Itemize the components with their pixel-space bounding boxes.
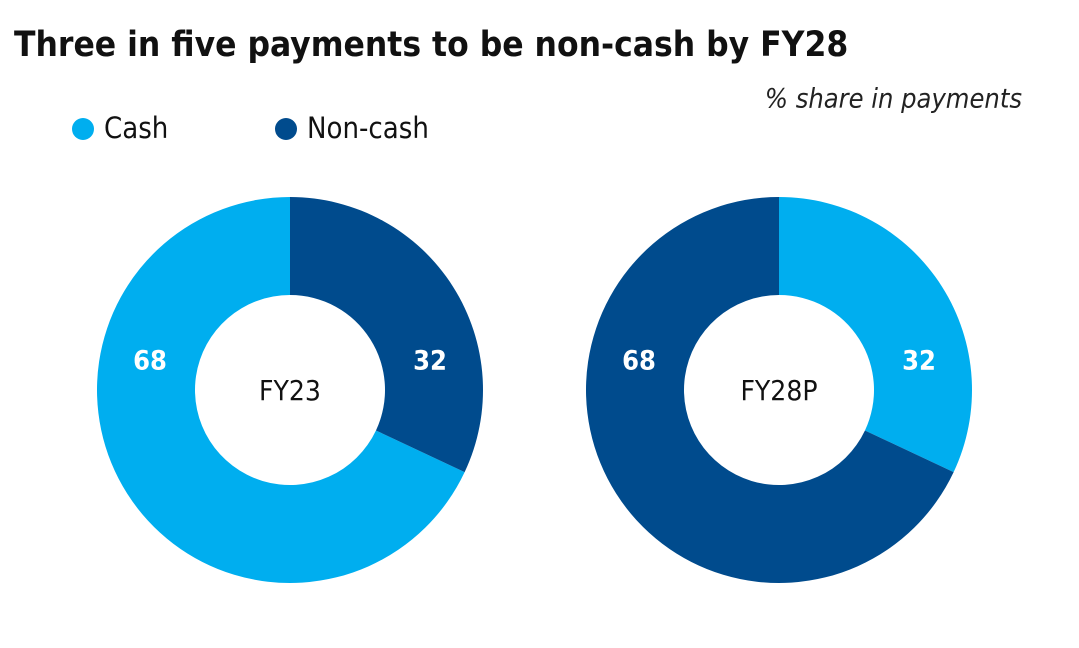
donut-slice (585, 197, 954, 583)
center-label: FY28P (740, 374, 817, 407)
legend-marker (275, 118, 297, 140)
value-label: 32 (902, 346, 936, 377)
donut-slice (97, 197, 465, 583)
legend-label: Cash (104, 111, 168, 145)
chart-subtitle: % share in payments (765, 84, 1022, 115)
legend-label: Non-cash (307, 111, 429, 145)
value-label: 68 (133, 346, 167, 377)
donut-slice (779, 197, 972, 473)
value-label: 32 (413, 346, 447, 377)
donut-slice (290, 197, 484, 473)
center-label: FY23 (259, 374, 321, 407)
value-label: 68 (622, 346, 656, 377)
legend-marker (72, 118, 94, 140)
chart-title: Three in five payments to be non-cash by… (14, 25, 848, 65)
